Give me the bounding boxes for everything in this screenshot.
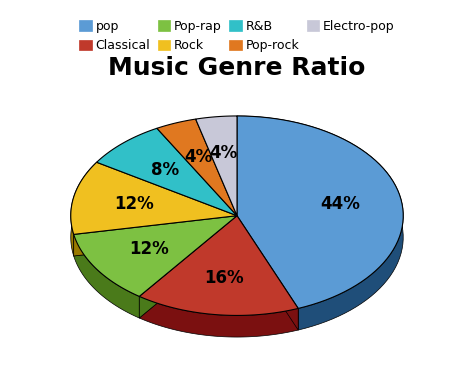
Polygon shape	[237, 216, 298, 330]
Polygon shape	[139, 216, 298, 315]
Polygon shape	[73, 234, 139, 318]
Polygon shape	[196, 116, 237, 216]
Title: Music Genre Ratio: Music Genre Ratio	[109, 55, 365, 80]
Text: 12%: 12%	[114, 195, 154, 213]
Polygon shape	[139, 216, 237, 318]
Legend: pop, Classical, Pop-rap, Rock, R&B, Pop-rock, Electro-pop: pop, Classical, Pop-rap, Rock, R&B, Pop-…	[77, 17, 397, 55]
Polygon shape	[237, 116, 403, 308]
Polygon shape	[237, 116, 403, 330]
Text: 16%: 16%	[204, 269, 244, 287]
Text: 8%: 8%	[151, 161, 179, 179]
Polygon shape	[71, 162, 237, 234]
Polygon shape	[237, 216, 298, 330]
Polygon shape	[73, 216, 237, 256]
Polygon shape	[73, 216, 237, 296]
Polygon shape	[97, 162, 237, 237]
Polygon shape	[97, 128, 237, 216]
Text: 4%: 4%	[184, 148, 212, 166]
Text: 4%: 4%	[210, 144, 238, 162]
Polygon shape	[157, 119, 237, 216]
Polygon shape	[73, 216, 237, 256]
Text: 12%: 12%	[129, 240, 168, 259]
Polygon shape	[71, 162, 97, 256]
Polygon shape	[139, 296, 298, 337]
Text: 44%: 44%	[320, 195, 360, 213]
Polygon shape	[139, 216, 237, 318]
